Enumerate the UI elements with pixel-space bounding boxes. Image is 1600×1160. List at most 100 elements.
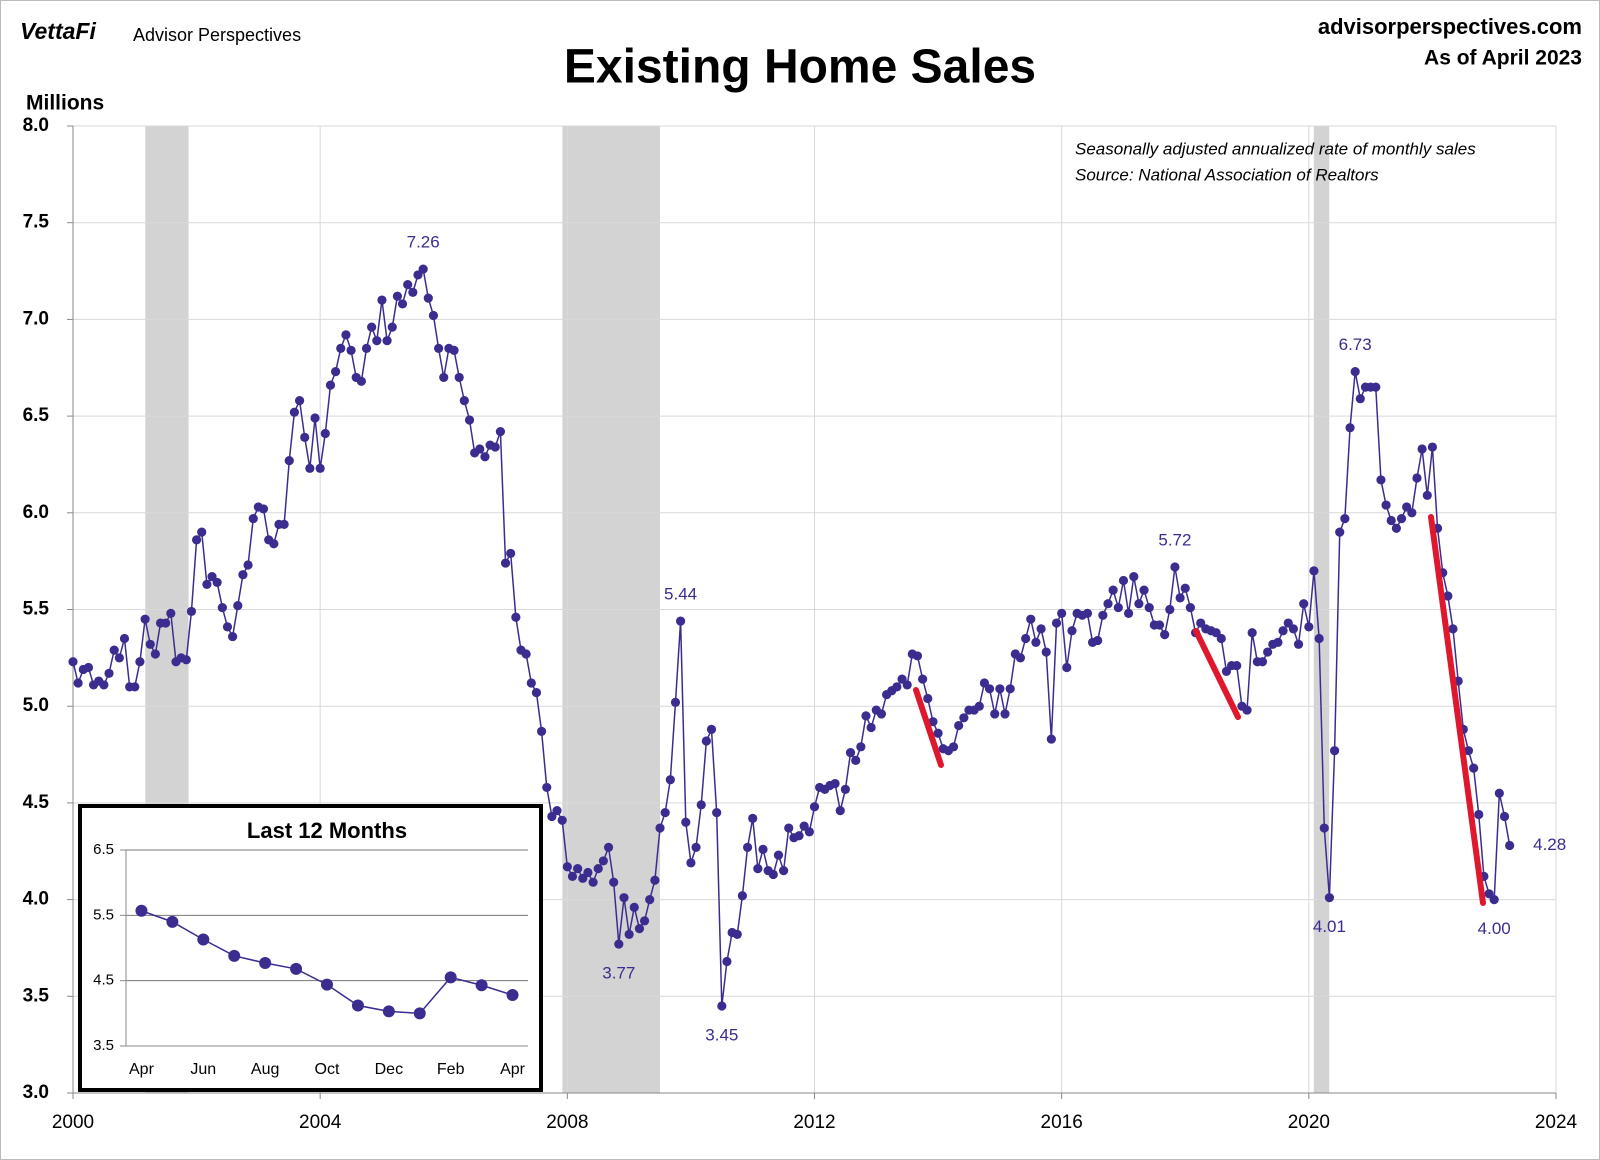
data-point	[439, 372, 449, 383]
data-point	[310, 413, 320, 423]
data-point	[1417, 444, 1427, 454]
data-point	[1051, 618, 1062, 628]
y-tick-label: 6.0	[23, 502, 49, 523]
data-point	[1216, 633, 1226, 644]
data-point	[1299, 599, 1309, 609]
data-point	[1355, 394, 1365, 404]
value-label: 7.26	[407, 233, 440, 252]
data-point	[259, 957, 272, 970]
data-point	[331, 367, 341, 377]
data-point	[696, 800, 706, 810]
data-point	[624, 929, 634, 940]
data-point	[588, 877, 598, 887]
site: advisorperspectives.com	[1318, 14, 1582, 39]
data-point	[135, 904, 148, 917]
y-tick-label: 5.0	[23, 695, 49, 716]
data-point	[835, 806, 845, 816]
data-point	[228, 631, 238, 642]
data-point	[1386, 515, 1396, 526]
data-point	[562, 862, 572, 872]
data-point	[377, 295, 387, 305]
data-point	[706, 724, 717, 735]
data-point	[856, 742, 866, 752]
inset-frame	[78, 804, 543, 1092]
series-line	[72, 267, 1511, 1007]
data-point	[382, 336, 392, 346]
data-point	[191, 535, 202, 545]
data-point	[1448, 624, 1458, 634]
data-point	[130, 682, 140, 692]
as-of: As of April 2023	[1424, 47, 1582, 70]
data-point	[1443, 591, 1453, 601]
data-point	[933, 728, 943, 738]
data-point	[1139, 585, 1149, 595]
data-point	[737, 891, 747, 901]
data-point	[773, 850, 784, 860]
data-point	[1185, 602, 1195, 613]
data-point	[284, 455, 294, 466]
data-point	[1015, 653, 1026, 663]
data-point	[356, 376, 366, 386]
data-point	[794, 831, 804, 841]
data-point	[573, 864, 583, 874]
trend-line	[1428, 514, 1486, 906]
data-point	[1376, 475, 1386, 485]
data-point	[1180, 583, 1190, 593]
data-point	[655, 823, 665, 833]
data-point	[830, 778, 840, 789]
data-point	[1340, 514, 1350, 524]
data-point	[197, 527, 207, 537]
data-point	[480, 452, 490, 462]
data-point	[222, 622, 233, 632]
value-label: 3.45	[705, 1025, 738, 1044]
data-point	[948, 742, 959, 752]
data-point	[454, 372, 464, 383]
data-point	[1165, 604, 1175, 615]
y-tick-label: 5.5	[23, 599, 50, 620]
data-point	[1273, 637, 1283, 647]
data-point	[243, 560, 253, 570]
data-point	[506, 548, 516, 559]
data-point	[1335, 527, 1345, 537]
data-point	[228, 949, 241, 962]
data-point	[1170, 562, 1180, 572]
value-label: 4.28	[1533, 835, 1566, 854]
data-point	[717, 1001, 727, 1011]
data-point	[779, 865, 789, 876]
x-tick-label: Apr	[500, 1061, 526, 1078]
data-point	[279, 519, 289, 530]
data-point	[233, 601, 243, 611]
data-point	[1242, 705, 1252, 715]
data-point	[428, 310, 439, 321]
data-point	[1093, 635, 1103, 646]
data-point	[1118, 575, 1129, 586]
data-point	[459, 396, 469, 406]
data-point	[511, 612, 521, 622]
data-point	[809, 802, 820, 812]
data-point	[912, 651, 923, 661]
data-point	[732, 929, 742, 940]
data-point	[923, 693, 933, 704]
data-point	[1463, 746, 1474, 756]
data-point	[1407, 508, 1417, 518]
data-point	[73, 678, 83, 688]
data-point	[1000, 709, 1010, 719]
data-point	[660, 807, 670, 818]
x-tick-label: Dec	[375, 1061, 403, 1078]
data-point	[361, 343, 372, 354]
data-point	[1046, 734, 1056, 744]
data-point	[609, 877, 619, 887]
data-point	[748, 813, 758, 823]
y-tick-label: 3.5	[93, 1037, 114, 1054]
data-point	[768, 869, 778, 880]
data-point	[1505, 840, 1515, 851]
data-point	[1489, 895, 1499, 905]
data-point	[1103, 599, 1113, 609]
data-point	[186, 606, 197, 617]
data-point	[346, 345, 356, 355]
data-point	[670, 697, 681, 707]
data-point	[269, 539, 279, 549]
x-tick-label: Oct	[315, 1061, 340, 1078]
value-label: 3.77	[602, 964, 635, 983]
value-label: 4.00	[1478, 919, 1511, 938]
